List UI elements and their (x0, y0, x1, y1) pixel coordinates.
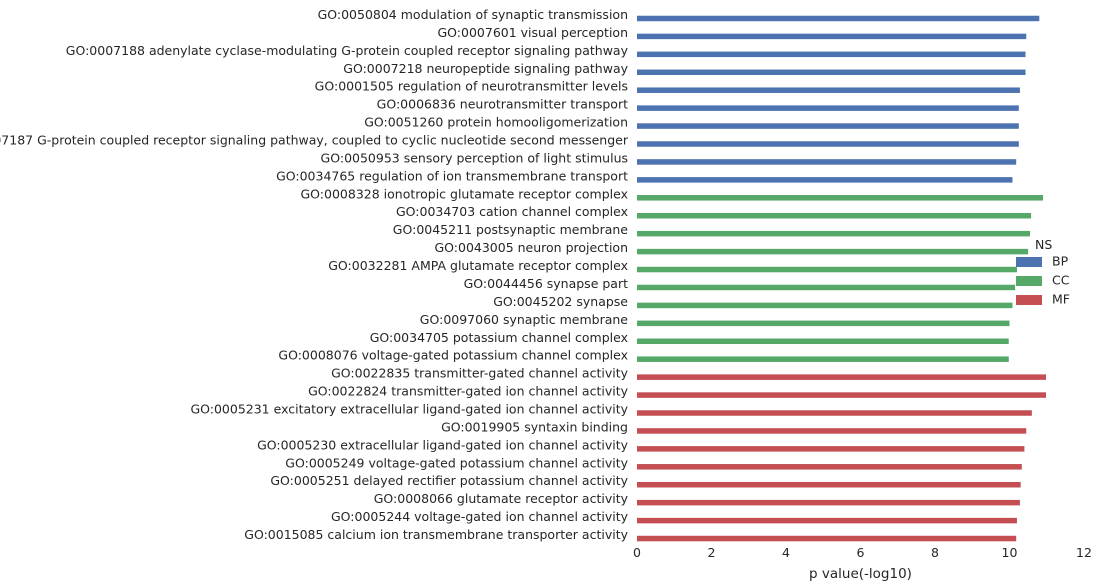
category-label: GO:0015085 calcium ion transmembrane tra… (244, 527, 628, 542)
bar-bp (637, 123, 1019, 129)
bar-bp (637, 177, 1013, 183)
bar-bp (637, 105, 1019, 111)
category-labels: GO:0050804 modulation of synaptic transm… (0, 7, 629, 542)
category-label: GO:0007188 adenylate cyclase-modulating … (66, 43, 629, 58)
bar-cc (637, 302, 1013, 309)
x-tick-label: 0 (633, 545, 641, 560)
bar-mf (637, 428, 1027, 434)
category-label: GO:0045211 postsynaptic membrane (393, 222, 629, 237)
category-label: GO:0032281 AMPA glutamate receptor compl… (328, 258, 628, 273)
bar-cc (637, 356, 1009, 362)
bar-bp (637, 51, 1026, 58)
category-label: GO:0007601 visual perception (437, 25, 628, 40)
category-label: GO:0019905 syntaxin binding (441, 419, 628, 434)
category-label: GO:0034703 cation channel complex (396, 204, 628, 219)
x-axis-title: p value(-log10) (809, 566, 912, 582)
bar-bp (637, 87, 1020, 93)
bar-cc (637, 266, 1017, 273)
category-label: GO:0005244 voltage-gated ion channel act… (331, 509, 629, 524)
category-label: GO:0006836 neurotransmitter transport (377, 97, 628, 112)
bar-bp (637, 69, 1026, 76)
category-label: GO:0005249 voltage-gated potassium chann… (285, 455, 628, 470)
bar-bp (637, 15, 1040, 22)
bar-cc (637, 320, 1010, 327)
category-label: GO:0034765 regulation of ion transmembra… (276, 168, 628, 183)
category-label: GO:0008076 voltage-gated potassium chann… (278, 348, 628, 363)
bar-cc (637, 338, 1009, 345)
bar-mf (637, 374, 1047, 380)
x-tick-label: 12 (1076, 545, 1092, 560)
bar-cc (637, 248, 1029, 255)
bars (637, 15, 1047, 542)
category-label: GO:0050804 modulation of synaptic transm… (318, 7, 628, 22)
bar-cc (637, 212, 1032, 219)
x-axis: 0 2 4 6 8 10 12 (633, 545, 1092, 560)
category-label: GO:0005231 excitatory extracellular liga… (190, 402, 628, 417)
x-tick-label: 6 (857, 545, 865, 560)
legend-swatch-mf (1016, 295, 1042, 305)
x-tick-label: 2 (708, 545, 716, 560)
legend-label-cc: CC (1052, 273, 1070, 288)
bar-bp (637, 159, 1017, 165)
bar-cc (637, 230, 1030, 237)
category-label: GO:0007218 neuropeptide signaling pathwa… (343, 61, 628, 76)
bar-bp (637, 141, 1019, 147)
category-label: GO:0034705 potassium channel complex (370, 330, 628, 345)
x-tick-label: 10 (1002, 545, 1018, 560)
bar-mf (637, 410, 1032, 416)
category-label: GO:0097060 synaptic membrane (420, 312, 629, 327)
bar-mf (637, 446, 1025, 452)
category-label: GO:0005230 extracellular ligand-gated io… (257, 437, 629, 452)
legend-swatch-cc (1016, 276, 1042, 286)
category-label: GO:0005251 delayed rectifier potassium c… (270, 473, 628, 488)
bar-mf (637, 464, 1022, 470)
bar-mf (637, 481, 1021, 488)
bar-mf (637, 517, 1017, 524)
category-label: GO:0022824 transmitter-gated ion channel… (308, 384, 629, 399)
category-label: GO:0008066 glutamate receptor activity (374, 491, 629, 506)
bar-mf (637, 499, 1020, 506)
category-label: GO:0051260 protein homooligomerization (364, 115, 628, 130)
bar-cc (637, 284, 1016, 291)
category-label: GO:0050953 sensory perception of light s… (321, 150, 628, 165)
category-label: GO:0022835 transmitter-gated channel act… (331, 366, 628, 381)
legend-swatch-bp (1016, 257, 1042, 267)
category-label: GO:0008328 ionotropic glutamate receptor… (301, 186, 629, 201)
legend-label-mf: MF (1052, 292, 1070, 307)
bar-cc (637, 195, 1044, 201)
legend-label-bp: BP (1052, 254, 1069, 269)
category-label: GO:0043005 neuron projection (434, 240, 628, 255)
bar-bp (637, 33, 1027, 40)
x-tick-label: 8 (931, 545, 939, 560)
bar-mf (637, 392, 1047, 398)
category-label: GO:0045202 synapse (493, 294, 628, 309)
category-label: GO:0001505 regulation of neurotransmitte… (315, 79, 628, 94)
bar-mf (637, 535, 1017, 542)
legend: NS BP CC MF (1016, 237, 1070, 307)
legend-title: NS (1035, 237, 1052, 252)
x-tick-label: 4 (782, 545, 790, 560)
category-label: GO:0044456 synapse part (464, 276, 628, 291)
category-label: GO:0007187 G-protein coupled receptor si… (0, 133, 629, 148)
